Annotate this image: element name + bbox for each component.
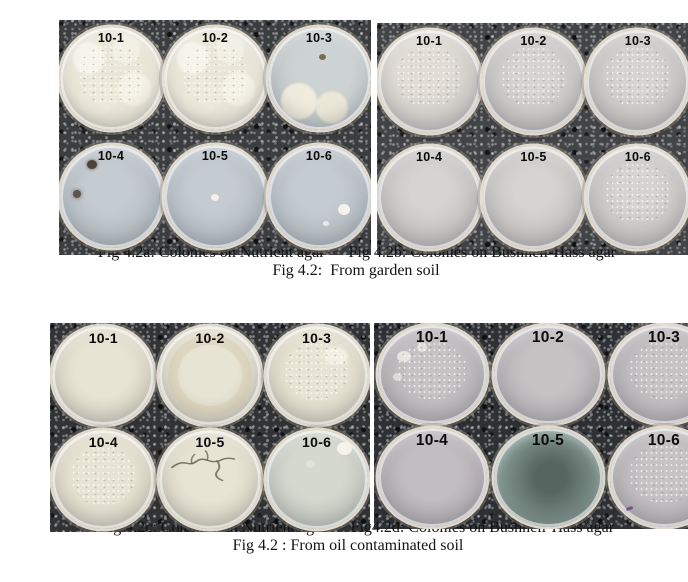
caption-fig-4-2b: Fig 4.2b: Colonies on Bushnell-Hass agar (348, 244, 617, 261)
dish-label: 10-2 (520, 33, 547, 48)
colony-spot (210, 194, 219, 202)
caption-fig-4-2-oil-soil: Fig 4.2 : From oil contaminated soil (232, 537, 464, 554)
petri-dish: 10-2 (493, 325, 603, 424)
petri-dish: 10-6 (586, 145, 688, 249)
dish-label: 10-5 (531, 432, 565, 449)
dish-label: 10-1 (415, 329, 449, 346)
dish-label: 10-6 (647, 432, 681, 449)
colony-spot (288, 86, 304, 99)
petri-dish: 10-1 (59, 27, 163, 131)
petri-dish: 10-5 (163, 144, 267, 248)
dish-label: 10-1 (88, 329, 118, 346)
colony-spot (337, 442, 353, 456)
colony-spot (319, 54, 326, 61)
colony-spot (392, 372, 402, 381)
petri-dish: 10-2 (481, 29, 585, 133)
colony-spot (337, 204, 350, 216)
petri-dish: 10-4 (52, 430, 155, 530)
dish-label: 10-2 (195, 329, 225, 346)
petri-dish: 10-1 (377, 29, 481, 133)
dish-label: 10-3 (647, 329, 681, 346)
dish-label: 10-4 (97, 148, 125, 163)
dish-label: 10-6 (302, 434, 332, 451)
dish-label: 10-6 (305, 148, 333, 163)
petri-dish: 10-4 (377, 145, 481, 249)
photo-fig-4-2c-nutrient-agar-oil: 10-1 10-2 10-3 10-4 10-5 10-6 (50, 323, 370, 532)
caption-fig-4-2d: Fig4.2d: Colonies on Bushnell-Hass agar (350, 519, 615, 536)
colony-spot (324, 347, 347, 364)
dish-label: 10-2 (201, 31, 229, 46)
dish-label: 10-6 (624, 149, 651, 164)
petri-dish: 10-5 (481, 145, 585, 249)
petri-dish: 10-3 (267, 27, 371, 131)
petri-dish: 10-4 (377, 428, 487, 527)
petri-dish: 10-2 (158, 325, 261, 425)
dish-label: 10-3 (624, 33, 651, 48)
colony-spot (72, 190, 81, 199)
dish-label: 10-5 (201, 148, 229, 163)
petri-dish: 10-6 (267, 144, 371, 248)
petri-dish: 10-5 (158, 430, 261, 530)
dish-label: 10-1 (416, 33, 443, 48)
colony-spot (323, 220, 330, 226)
colony-spot (306, 459, 316, 468)
dish-label: 10-4 (88, 434, 118, 451)
photo-fig-4-2d-bushnell-hass-oil: 10-1 10-2 10-3 10-4 10-5 10-6 (374, 323, 688, 529)
petri-dish: 10-1 (377, 325, 487, 424)
petri-dish: 10-2 (163, 27, 267, 131)
petri-dish: 10-6 (265, 430, 368, 530)
photo-fig-4-2b-bushnell-hass-garden: 10-1 10-2 10-3 10-4 10-5 10-6 (377, 23, 688, 255)
photo-fig-4-2a-nutrient-agar-garden: 10-1 10-2 10-3 10-4 10-5 10-6 (59, 20, 371, 255)
dish-label: 10-5 (195, 434, 225, 451)
dish-label: 10-4 (416, 149, 443, 164)
petri-dish: 10-3 (609, 325, 688, 424)
petri-dish: 10-6 (609, 428, 688, 527)
dish-label: 10-3 (302, 329, 332, 346)
colony-spot (397, 350, 412, 362)
dish-label: 10-5 (520, 149, 547, 164)
pen-mark (625, 506, 634, 512)
petri-dish: 10-5 (493, 428, 603, 527)
dish-label: 10-1 (97, 31, 125, 46)
colony-spot (87, 160, 98, 170)
crack-marks (171, 450, 236, 482)
caption-fig-4-2a: Fig 4.2a: Colonies on Nutrient agar (97, 244, 325, 261)
dish-label: 10-4 (415, 432, 449, 449)
caption-fig-4-2-garden-soil: Fig 4.2: From garden soil (272, 262, 440, 279)
dish-label: 10-2 (531, 329, 565, 346)
dish-label: 10-3 (305, 31, 333, 46)
petri-dish: 10-3 (586, 29, 688, 133)
petri-dish: 10-3 (265, 325, 368, 425)
petri-dish: 10-4 (59, 144, 163, 248)
petri-dish: 10-1 (52, 325, 155, 425)
